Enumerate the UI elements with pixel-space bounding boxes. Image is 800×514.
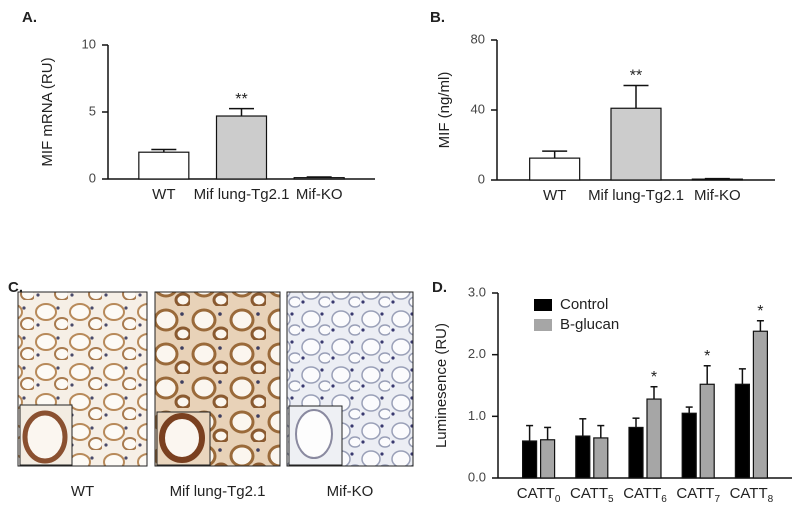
significance: **: [235, 91, 247, 108]
caption: WT: [71, 483, 94, 500]
x-tick-label: CATT8: [730, 485, 774, 505]
caption: Mif-KO: [327, 483, 374, 500]
x-tick-label: CATT7: [676, 485, 720, 505]
x-tick-label: Mif-KO: [296, 186, 343, 203]
bar: [138, 151, 190, 180]
panel-label: B.: [430, 9, 445, 26]
micrographs: [17, 291, 414, 467]
y-tick-label: 1.0: [468, 408, 486, 423]
x-tick-label: WT: [152, 186, 175, 203]
bar: [539, 439, 556, 479]
panel-label: C.: [8, 279, 23, 296]
airway: [159, 413, 205, 463]
y-tick-label: 0.0: [468, 469, 486, 484]
panel-label: D.: [432, 279, 447, 296]
airway: [22, 410, 68, 464]
x-tick-label: CATT0: [517, 485, 561, 505]
x-tick-label: WT: [543, 187, 566, 204]
significance: *: [651, 369, 657, 386]
bar: [293, 177, 345, 180]
x-tick-label: CATT5: [570, 485, 614, 505]
y-tick-label: 5: [89, 103, 96, 118]
y-tick-label: 2.0: [468, 346, 486, 361]
bar: [646, 398, 662, 479]
significance: *: [757, 303, 763, 320]
y-tick-label: 40: [471, 101, 485, 116]
bar: [699, 383, 715, 479]
legend-label: B-glucan: [560, 316, 619, 333]
y-tick-label: 80: [471, 31, 485, 46]
y-tick-label: 0: [89, 170, 96, 185]
legend-swatch: [534, 299, 552, 311]
x-tick-label: Mif lung-Tg2.1: [588, 187, 684, 204]
panel-label: A.: [22, 9, 37, 26]
x-tick-label: Mif-KO: [694, 187, 741, 204]
y-tick-label: 10: [82, 36, 96, 51]
significance: *: [704, 348, 710, 365]
caption: Mif lung-Tg2.1: [170, 483, 266, 500]
y-tick-label: 0: [478, 171, 485, 186]
y-axis-label: MIF (ng/ml): [436, 72, 453, 149]
x-tick-label: Mif lung-Tg2.1: [194, 186, 290, 203]
x-tick-label: CATT6: [623, 485, 667, 505]
bar: [529, 157, 581, 181]
bar: [575, 435, 591, 479]
legend-swatch: [534, 319, 552, 331]
bar: [215, 115, 268, 180]
airway: [295, 409, 333, 459]
legend-label: Control: [560, 296, 608, 313]
y-axis-label: MIF mRNA (RU): [39, 57, 56, 166]
y-tick-label: 3.0: [468, 284, 486, 299]
bar: [628, 426, 644, 479]
bar: [593, 437, 609, 479]
bar: [521, 440, 538, 479]
bar: [610, 107, 662, 181]
bar: [681, 412, 697, 479]
bar: [752, 330, 769, 479]
significance: **: [630, 68, 642, 85]
bar: [734, 383, 751, 479]
y-axis-label: Luminesence (RU): [433, 323, 450, 448]
